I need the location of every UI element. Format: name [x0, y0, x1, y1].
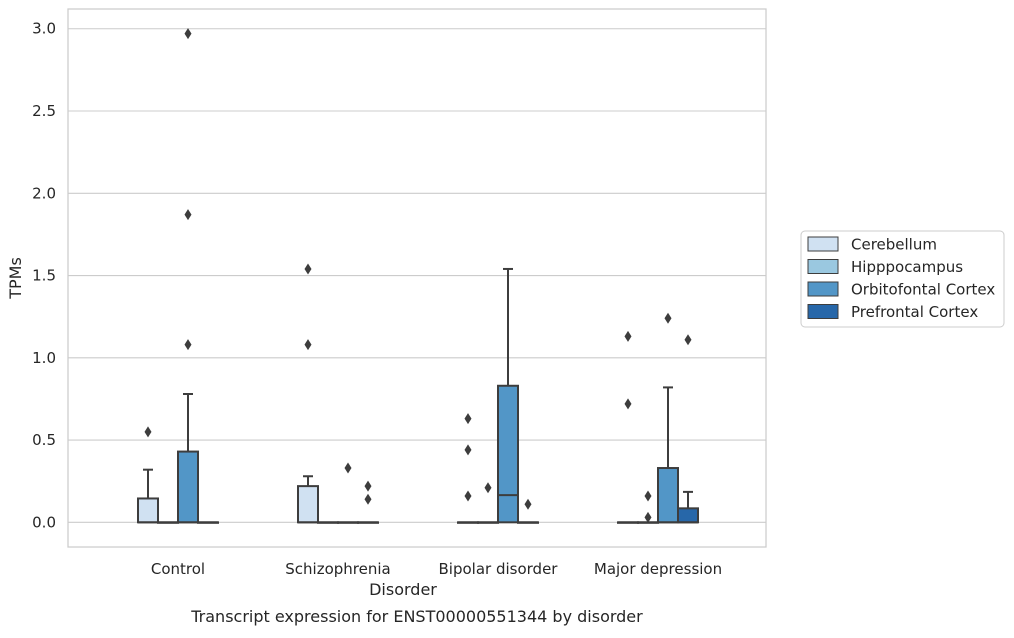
legend-swatch [807, 236, 839, 252]
outlier-marker [464, 444, 472, 456]
legend-label: Prefrontal Cortex [851, 303, 978, 321]
outlier-marker [364, 480, 372, 492]
y-tick-label: 2.5 [32, 102, 56, 120]
box-1-3 [637, 490, 659, 524]
outlier-marker [664, 312, 672, 324]
x-tick-label: Major depression [594, 560, 722, 578]
outlier-marker [364, 493, 372, 505]
outlier-marker [644, 511, 652, 523]
box-0-2 [457, 413, 479, 524]
box-2-2 [497, 267, 519, 524]
legend-label: Orbitofontal Cortex [851, 281, 995, 299]
box-plots [137, 28, 699, 524]
x-axis-label: Disorder [369, 580, 437, 599]
outlier-marker [684, 334, 692, 346]
box-1-0 [157, 521, 179, 524]
x-tick-labels: Control Schizophrenia Bipolar disorder Majo… [151, 560, 722, 578]
box-3-1 [357, 480, 379, 524]
outlier-marker [464, 490, 472, 502]
box-3-2 [517, 498, 539, 524]
outlier-marker [144, 426, 152, 438]
outlier-marker [644, 490, 652, 502]
outlier-marker [624, 398, 632, 410]
box-0-3 [617, 330, 639, 524]
y-tick-label: 1.0 [32, 349, 56, 367]
box-3-3 [677, 334, 699, 524]
box-0-1 [297, 263, 319, 524]
outlier-marker [184, 209, 192, 221]
y-tick-labels: 0.0 0.5 1.0 1.5 2.0 2.5 3.0 [32, 20, 56, 532]
legend-swatch [807, 304, 839, 319]
outlier-marker [184, 339, 192, 351]
box-2-3 [657, 312, 679, 524]
outlier-marker [624, 330, 632, 342]
box-body [137, 497, 159, 524]
chart-caption: Transcript expression for ENST0000055134… [190, 607, 643, 626]
box-body [657, 467, 679, 524]
legend-frame [800, 230, 1005, 328]
box-2-0 [177, 28, 199, 524]
outlier-marker [484, 482, 492, 494]
outlier-marker [524, 498, 532, 510]
legend-label: Hipppocampus [851, 258, 963, 276]
box-body [177, 450, 199, 524]
x-tick-label: Schizophrenia [285, 560, 390, 578]
plot-frame [67, 8, 767, 548]
box-1-1 [317, 521, 339, 524]
y-tick-label: 3.0 [32, 20, 56, 38]
legend-swatch [807, 281, 839, 297]
outlier-marker [184, 28, 192, 40]
legend-label: Cerebellum [851, 236, 937, 254]
x-tick-label: Bipolar disorder [439, 560, 559, 578]
legend-swatch [807, 259, 839, 274]
box-body [497, 384, 519, 524]
box-body [677, 507, 699, 524]
x-tick-label: Control [151, 560, 205, 578]
y-tick-label: 1.5 [32, 267, 56, 285]
y-tick-label: 0.0 [32, 513, 56, 531]
legend: Cerebellum Hipppocampus Orbitofontal Corte… [800, 230, 1005, 328]
outlier-marker [304, 263, 312, 275]
outlier-marker [464, 413, 472, 425]
outlier-marker [304, 339, 312, 351]
y-axis-label: TPMs [6, 257, 25, 300]
box-0-0 [137, 426, 159, 524]
y-tick-label: 0.5 [32, 431, 56, 449]
box-3-0 [197, 521, 219, 524]
box-body [297, 485, 319, 524]
outlier-marker [344, 462, 352, 474]
y-tick-label: 2.0 [32, 184, 56, 202]
